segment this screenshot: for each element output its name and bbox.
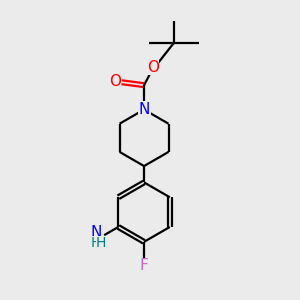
Text: O: O — [109, 74, 121, 89]
Text: N: N — [90, 225, 101, 240]
Text: H: H — [96, 236, 106, 250]
Text: N: N — [89, 225, 100, 238]
Text: H: H — [91, 236, 101, 250]
Text: N: N — [138, 102, 150, 117]
Text: F: F — [140, 257, 148, 272]
Text: O: O — [147, 60, 159, 75]
Text: H: H — [89, 235, 100, 249]
Text: H: H — [89, 235, 100, 249]
